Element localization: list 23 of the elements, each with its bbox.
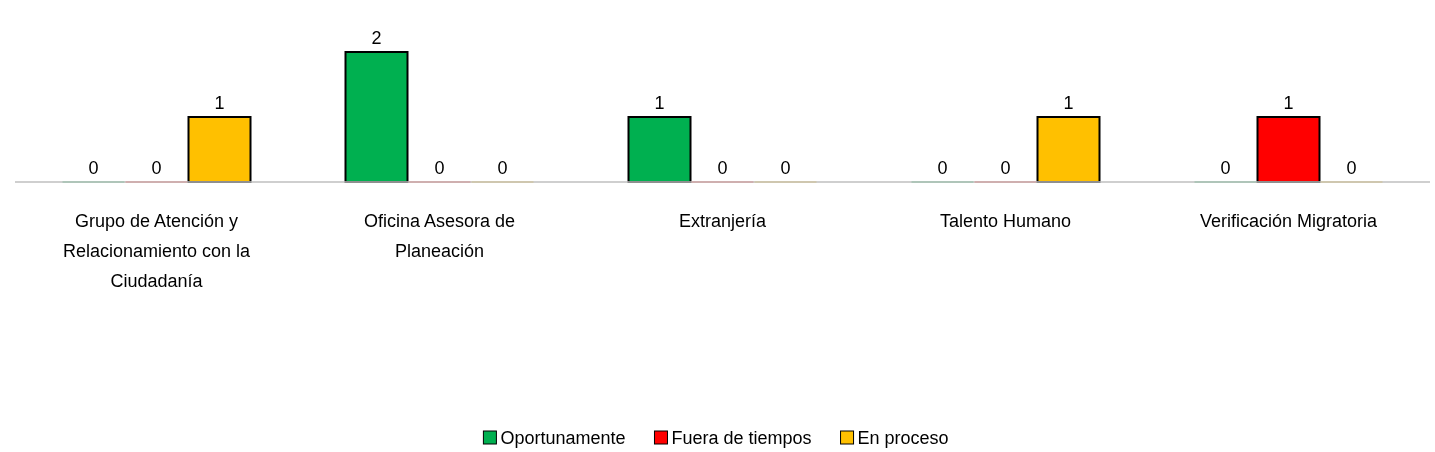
data-label: 0 — [1220, 158, 1231, 178]
data-label: 0 — [88, 158, 99, 178]
legend-label: Fuera de tiempos — [671, 428, 812, 448]
data-label: 0 — [1000, 158, 1011, 178]
x-tick-label: Extranjería — [678, 211, 767, 231]
x-tick-label: Verificación Migratoria — [1199, 211, 1379, 231]
data-label: 0 — [717, 158, 728, 178]
data-label: 0 — [434, 158, 445, 178]
data-label: 1 — [214, 93, 225, 113]
data-label: 1 — [654, 93, 665, 113]
data-label: 0 — [780, 158, 791, 178]
data-label: 2 — [371, 28, 382, 48]
data-label: 0 — [151, 158, 162, 178]
data-label: 1 — [1283, 93, 1294, 113]
legend-label: En proceso — [857, 428, 949, 448]
legend-label: Oportunamente — [500, 428, 626, 448]
x-tick-label: Grupo de Atención y Relacionamiento con la Ciudadanía — [62, 211, 252, 291]
data-label: 0 — [497, 158, 508, 178]
x-tick-label: Talento Humano — [939, 211, 1072, 231]
data-label: 1 — [1063, 93, 1074, 113]
x-tick-label: Oficina Asesora de Planeación — [363, 211, 516, 261]
data-label: 0 — [1346, 158, 1357, 178]
data-label: 0 — [937, 158, 948, 178]
